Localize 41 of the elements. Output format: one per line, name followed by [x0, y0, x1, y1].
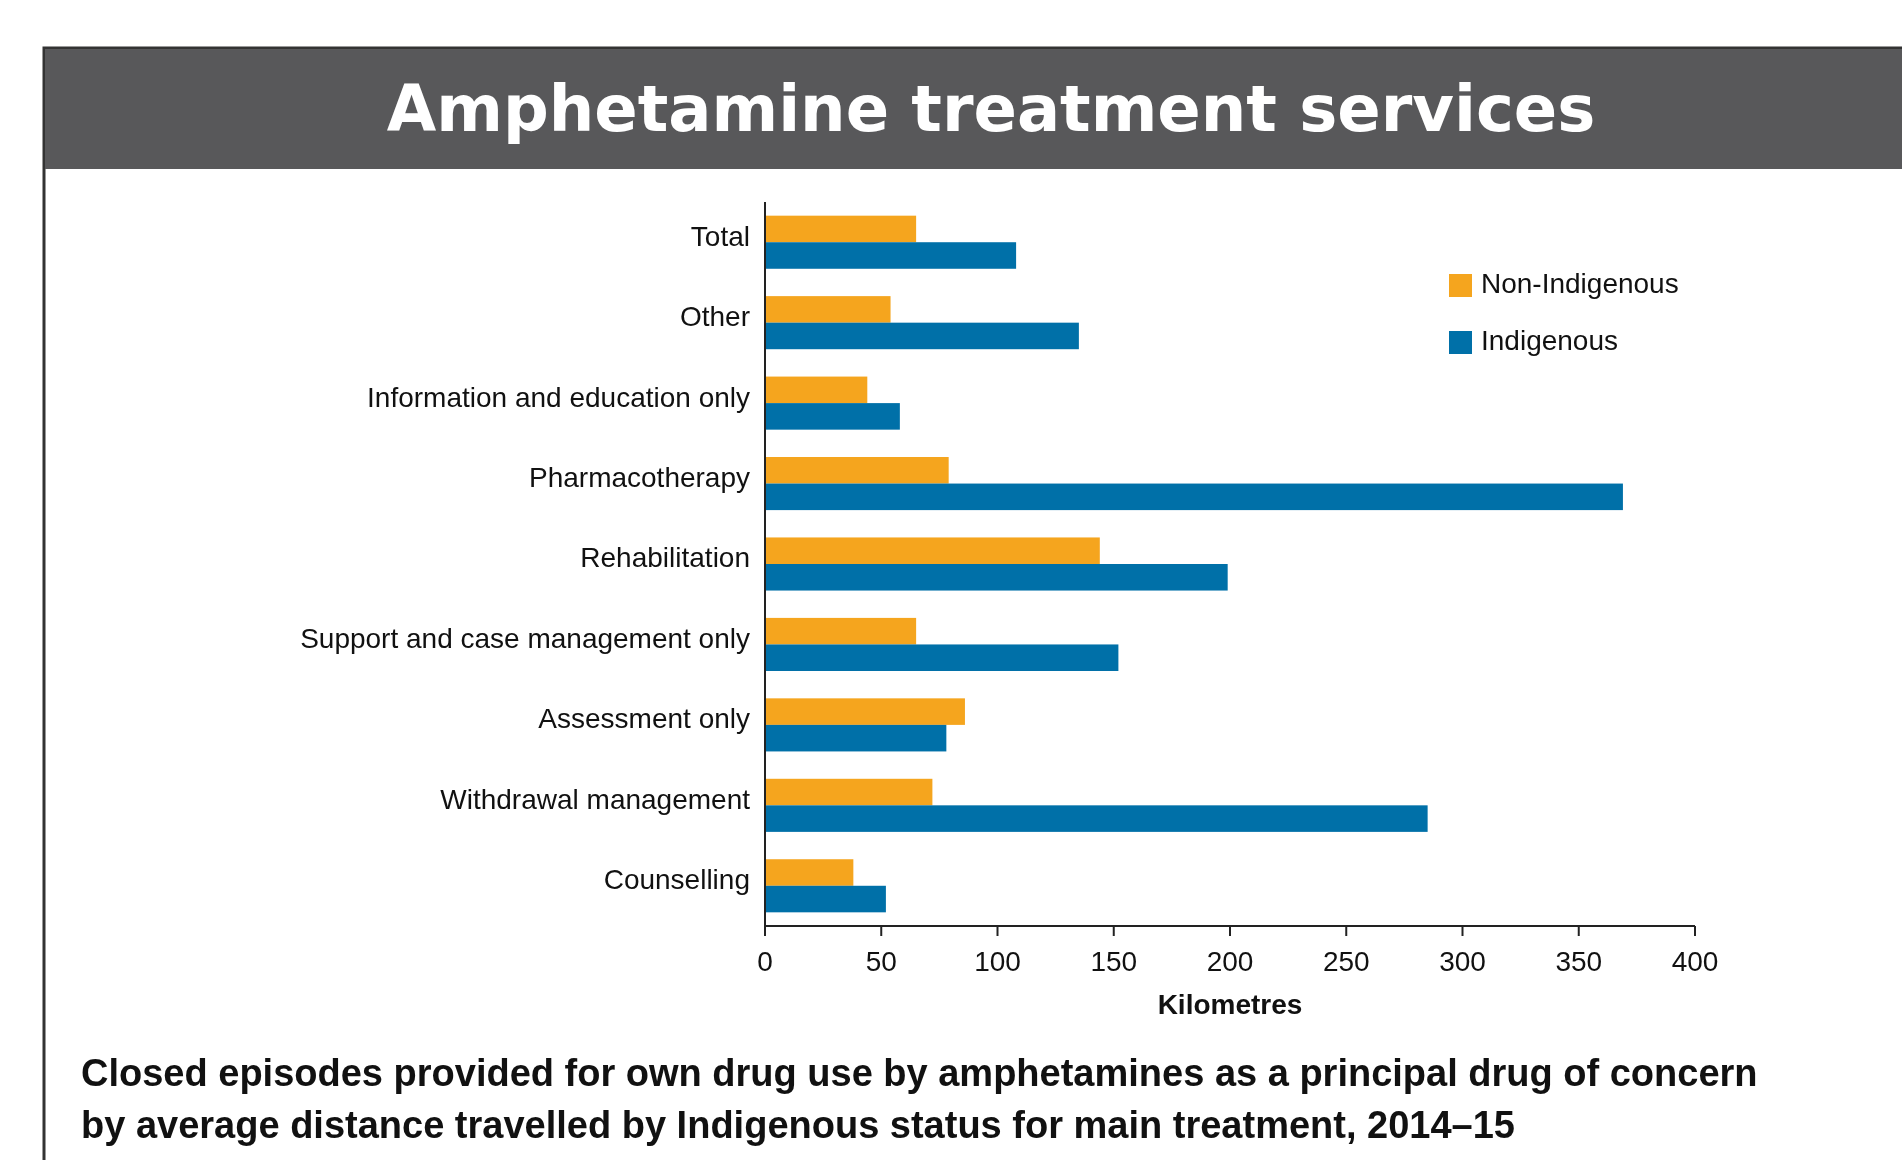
x-tick-label: 350 — [1555, 946, 1603, 977]
bar — [765, 885, 886, 913]
legend-label: Indigenous — [1481, 325, 1619, 357]
x-tick-label: 0 — [757, 946, 773, 977]
text: Closed episodes provided for own drug use by amphetamines as a principal drug of concern by average distance travelled by Indigenous status for main treatment, 2014–15 — [81, 1052, 1758, 1146]
bar — [765, 483, 1623, 511]
x-tick-label: 50 — [865, 946, 897, 977]
y-tick-label: Withdrawal management — [440, 783, 751, 815]
y-tick-label: Total — [690, 220, 750, 252]
bar — [765, 644, 1119, 671]
bar — [765, 564, 1228, 591]
y-tick-label: Rehabilitation — [580, 542, 750, 574]
bar — [765, 537, 1100, 564]
bar — [765, 215, 917, 243]
bar — [765, 805, 1428, 832]
x-tick-label: 250 — [1322, 946, 1370, 977]
bar — [765, 778, 933, 806]
bar — [765, 403, 900, 430]
bar — [765, 859, 854, 886]
bar — [765, 376, 868, 404]
y-tick-label: Assessment only — [538, 703, 750, 735]
y-tick-label: Counselling — [603, 864, 750, 896]
bar — [765, 296, 891, 323]
bar — [765, 617, 917, 645]
bar — [765, 242, 1017, 269]
bar — [765, 457, 949, 484]
x-tick-label: 100 — [974, 946, 1021, 977]
chart-title: Amphetamine treatment services — [386, 72, 1596, 146]
bar — [765, 724, 947, 752]
x-axis-title: Kilometres — [1157, 989, 1303, 1020]
x-tick-label: 150 — [1090, 946, 1138, 977]
bar — [765, 322, 1079, 350]
y-tick-label: Other — [679, 301, 750, 333]
x-tick-label: 400 — [1671, 946, 1719, 977]
y-tick-label: Information and education only — [367, 381, 750, 413]
bar — [765, 698, 965, 725]
x-tick-label: 300 — [1439, 946, 1486, 977]
legend-label: Non-Indigenous — [1481, 268, 1679, 300]
x-tick-label: 200 — [1206, 946, 1254, 977]
y-tick-label: Support and case management only — [300, 622, 750, 654]
y-tick-label: Pharmacotherapy — [528, 461, 750, 493]
